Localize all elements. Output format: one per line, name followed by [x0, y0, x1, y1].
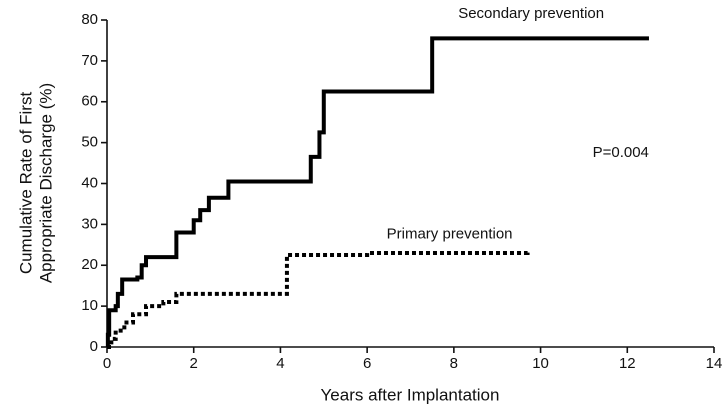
y-axis-label: Cumulative Rate of First: [16, 92, 35, 275]
y-tick-label: 50: [81, 134, 98, 151]
y-tick-label: 10: [81, 297, 98, 314]
x-tick-label: 2: [190, 355, 198, 372]
x-axis-label: Years after Implantation: [321, 385, 500, 404]
y-axis-label: Appropriate Discharge (%): [36, 83, 55, 283]
annotation: P=0.004: [593, 144, 649, 161]
series-label: Secondary prevention: [458, 5, 604, 22]
y-tick-label: 60: [81, 93, 98, 110]
x-tick-label: 8: [450, 355, 458, 372]
y-tick-label: 30: [81, 215, 98, 232]
x-tick-label: 6: [363, 355, 371, 372]
y-tick-label: 40: [81, 174, 98, 191]
y-tick-label: 70: [81, 52, 98, 69]
series-label: Primary prevention: [387, 226, 513, 243]
y-tick-label: 20: [81, 256, 98, 273]
y-tick-label: 0: [90, 338, 98, 355]
x-tick-label: 10: [532, 355, 549, 372]
x-tick-label: 4: [276, 355, 284, 372]
series-line: [107, 250, 530, 349]
x-tick-label: 12: [619, 355, 636, 372]
series-line: [105, 36, 649, 349]
x-tick-label: 14: [706, 355, 723, 372]
x-tick-label: 0: [103, 355, 111, 372]
y-tick-label: 80: [81, 11, 98, 28]
